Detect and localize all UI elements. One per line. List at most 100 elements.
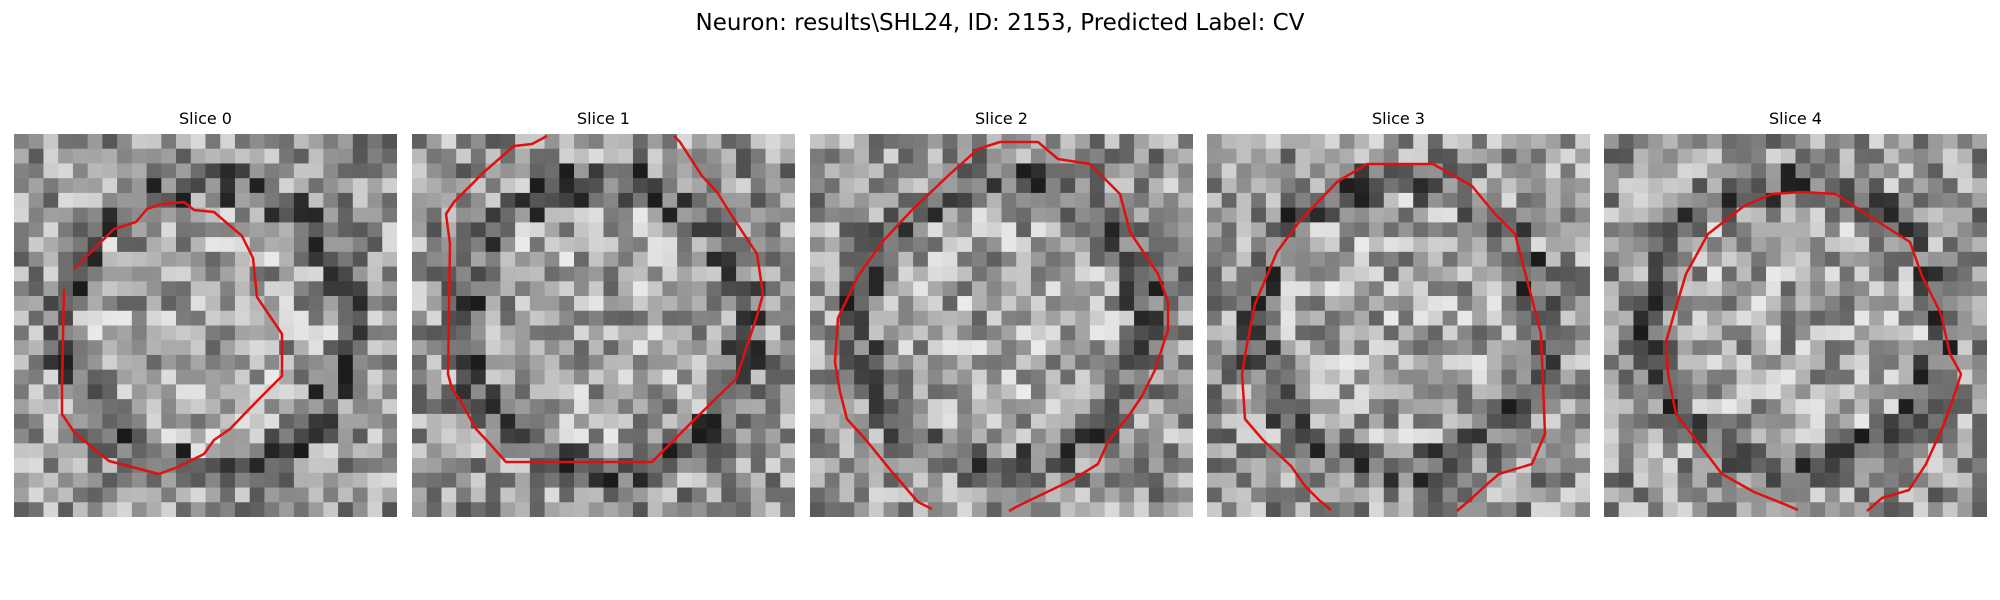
pixel-cell bbox=[1324, 281, 1341, 297]
pixel-cell bbox=[1883, 192, 1900, 209]
pixel-cell bbox=[706, 487, 722, 503]
pixel-cell bbox=[986, 472, 1003, 489]
pixel-cell bbox=[913, 281, 929, 297]
pixel-cell bbox=[1398, 369, 1414, 386]
pixel-cell bbox=[500, 384, 516, 400]
pixel-cell bbox=[1178, 443, 1193, 459]
pixel-cell bbox=[1883, 325, 1900, 341]
pixel-cell bbox=[1913, 237, 1929, 253]
pixel-cell bbox=[234, 134, 251, 150]
pixel-cell bbox=[1604, 340, 1620, 356]
pixel-cell bbox=[161, 163, 177, 179]
pixel-cell bbox=[1427, 413, 1444, 430]
pixel-cell bbox=[957, 281, 973, 297]
pixel-cell bbox=[883, 502, 899, 517]
pixel-cell bbox=[1928, 384, 1944, 400]
pixel-cell bbox=[146, 369, 162, 386]
pixel-cell bbox=[1016, 413, 1032, 430]
pixel-cell bbox=[1383, 384, 1400, 400]
pixel-cell bbox=[1295, 266, 1311, 282]
pixel-cell bbox=[839, 472, 855, 489]
pixel-cell bbox=[485, 369, 501, 386]
pixel-cell bbox=[500, 178, 516, 194]
pixel-cell bbox=[1383, 428, 1400, 444]
pixel-cell bbox=[854, 134, 870, 150]
pixel-cell bbox=[220, 458, 236, 474]
pixel-cell bbox=[1398, 237, 1414, 253]
pixel-cell bbox=[691, 384, 708, 400]
pixel-cell bbox=[1721, 428, 1738, 444]
pixel-cell bbox=[1060, 163, 1076, 179]
pixel-cell bbox=[338, 369, 354, 386]
pixel-cell bbox=[750, 399, 767, 415]
pixel-cell bbox=[1236, 266, 1252, 282]
pixel-cell bbox=[249, 458, 266, 474]
pixel-cell bbox=[632, 340, 649, 356]
pixel-cell bbox=[1633, 192, 1649, 209]
pixel-cell bbox=[264, 134, 280, 150]
pixel-cell bbox=[898, 443, 914, 459]
pixel-cell bbox=[470, 222, 487, 238]
pixel-cell bbox=[1531, 502, 1547, 517]
pixel-cell bbox=[1486, 384, 1503, 400]
pixel-cell bbox=[1928, 237, 1944, 253]
pixel-cell bbox=[1560, 399, 1576, 415]
pixel-cell bbox=[412, 340, 428, 356]
pixel-cell bbox=[456, 296, 472, 312]
pixel-cell bbox=[43, 443, 59, 459]
pixel-cell bbox=[14, 148, 30, 165]
pixel-cell bbox=[972, 251, 988, 268]
pixel-cell bbox=[1163, 502, 1179, 517]
pixel-cell bbox=[1560, 340, 1576, 356]
pixel-cell bbox=[102, 413, 118, 430]
pixel-cell bbox=[338, 340, 354, 356]
pixel-cell bbox=[1883, 443, 1900, 459]
pixel-cell bbox=[1369, 281, 1385, 297]
pixel-cell bbox=[1442, 207, 1459, 223]
pixel-cell bbox=[1119, 428, 1135, 444]
pixel-cell bbox=[765, 310, 781, 327]
pixel-cell bbox=[1575, 443, 1590, 459]
pixel-cell bbox=[1178, 192, 1193, 209]
pixel-cell bbox=[1780, 207, 1797, 223]
pixel-cell bbox=[1854, 222, 1870, 238]
pixel-cell bbox=[1486, 369, 1503, 386]
pixel-cell bbox=[1575, 281, 1590, 297]
pixel-cell bbox=[1648, 251, 1664, 268]
pixel-cell bbox=[485, 148, 501, 165]
pixel-cell bbox=[1457, 266, 1473, 282]
pixel-cell bbox=[632, 148, 649, 165]
pixel-cell bbox=[1310, 354, 1326, 371]
pixel-cell bbox=[515, 443, 531, 459]
pixel-cell bbox=[323, 281, 339, 297]
pixel-cell bbox=[72, 413, 89, 430]
pixel-cell bbox=[574, 192, 590, 209]
pixel-cell bbox=[1575, 222, 1590, 238]
pixel-cell bbox=[412, 354, 428, 371]
pixel-cell bbox=[117, 251, 133, 268]
pixel-cell bbox=[1633, 502, 1649, 517]
pixel-cell bbox=[1442, 399, 1459, 415]
pixel-cell bbox=[1148, 384, 1165, 400]
pixel-cell bbox=[544, 369, 560, 386]
pixel-cell bbox=[323, 458, 339, 474]
pixel-cell bbox=[750, 384, 767, 400]
pixel-cell bbox=[131, 178, 148, 194]
pixel-cell bbox=[986, 428, 1003, 444]
pixel-cell bbox=[898, 369, 914, 386]
pixel-cell bbox=[1883, 502, 1900, 517]
pixel-cell bbox=[441, 502, 457, 517]
pixel-cell bbox=[736, 251, 752, 268]
pixel-cell bbox=[1795, 310, 1811, 327]
pixel-cell bbox=[1310, 472, 1326, 489]
pixel-cell bbox=[1795, 487, 1811, 503]
pixel-cell bbox=[323, 325, 339, 341]
pixel-cell bbox=[957, 354, 973, 371]
pixel-cell bbox=[1869, 340, 1885, 356]
pixel-cell bbox=[1265, 178, 1282, 194]
pixel-cell bbox=[1383, 340, 1400, 356]
pixel-cell bbox=[426, 134, 443, 150]
pixel-cell bbox=[1736, 148, 1752, 165]
pixel-cell bbox=[765, 384, 781, 400]
pixel-cell bbox=[1045, 266, 1062, 282]
